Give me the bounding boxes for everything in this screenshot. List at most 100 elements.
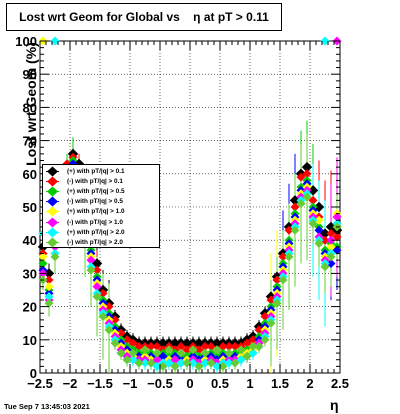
data-point (176, 341, 186, 351)
legend-marker (46, 237, 59, 248)
data-point (314, 215, 324, 225)
legend-marker (46, 176, 59, 187)
data-point (122, 355, 132, 365)
data-point (158, 351, 168, 361)
data-point (200, 341, 210, 351)
data-point (170, 361, 180, 371)
data-point (92, 265, 102, 275)
data-point (158, 361, 168, 371)
legend-entry: (-) with pT/|q| > 1.0 (45, 217, 157, 228)
data-point (50, 252, 60, 262)
data-point (116, 328, 126, 338)
legend-label: (-) with pT/|q| > 1.0 (67, 218, 123, 226)
data-point (182, 358, 192, 368)
data-point (296, 199, 306, 209)
legend-label: (+) with pT/|q| > 0.5 (67, 187, 125, 195)
legend-label: (+) with pT/|q| > 0.1 (67, 167, 125, 175)
legend-label: (-) with pT/|q| > 0.1 (67, 177, 123, 185)
x-tick-label: 0.5 (211, 376, 229, 391)
data-point (104, 325, 114, 335)
data-point (326, 258, 336, 268)
data-point (188, 345, 198, 355)
data-point (242, 338, 252, 348)
x-axis-label: η (330, 397, 339, 413)
data-point (164, 358, 174, 368)
legend-marker (46, 227, 59, 238)
data-point (194, 345, 204, 355)
data-point (176, 348, 186, 358)
data-point-top (320, 36, 330, 46)
data-point (278, 252, 288, 262)
data-point-top (50, 36, 60, 46)
data-point (260, 312, 270, 322)
data-point (230, 358, 240, 368)
y-tick-label: 0 (30, 366, 37, 381)
data-point (44, 275, 54, 285)
legend-label: (+) with pT/|q| > 2.0 (67, 228, 125, 236)
x-tick-label: 1 (246, 376, 253, 391)
data-point (278, 275, 288, 285)
x-tick-label: 0 (186, 376, 193, 391)
data-point (152, 341, 162, 351)
y-tick-label: 20 (23, 300, 37, 315)
data-point (110, 315, 120, 325)
data-point (128, 355, 138, 365)
data-point (104, 302, 114, 312)
x-tick-label: 2.5 (331, 376, 349, 391)
data-point (134, 341, 144, 351)
legend-marker (46, 166, 59, 177)
data-point (170, 355, 180, 365)
y-tick-label: 100 (15, 34, 37, 49)
data-point (308, 219, 318, 229)
data-point (254, 325, 264, 335)
y-tick-label: 80 (23, 100, 37, 115)
data-point (206, 358, 216, 368)
legend-entry: (+) with pT/|q| > 2.0 (45, 227, 157, 238)
data-point (188, 358, 198, 368)
data-point (110, 338, 120, 348)
data-point (332, 232, 342, 242)
data-point (296, 172, 306, 182)
data-point (176, 358, 186, 368)
legend-marker (46, 206, 59, 217)
data-point (44, 292, 54, 302)
x-tick-label: −1.5 (87, 376, 113, 391)
legend-marker (46, 196, 59, 207)
data-point (140, 358, 150, 368)
data-point (38, 258, 48, 268)
legend-entry: (+) with pT/|q| > 1.0 (45, 206, 157, 217)
data-point (326, 252, 336, 262)
data-point (128, 348, 138, 358)
legend-entry: (+) with pT/|q| > 0.5 (45, 186, 157, 197)
data-point (152, 361, 162, 371)
data-point (284, 225, 294, 235)
y-tick-label: 70 (23, 134, 37, 149)
data-point (116, 348, 126, 358)
data-point (140, 345, 150, 355)
data-point (38, 252, 48, 262)
data-point (248, 341, 258, 351)
data-point (314, 225, 324, 235)
data-point (260, 335, 270, 345)
data-point (98, 288, 108, 298)
y-tick-label: 90 (23, 67, 37, 82)
x-tick-label: −0.5 (147, 376, 173, 391)
data-point (236, 355, 246, 365)
data-point (224, 348, 234, 358)
data-point (332, 245, 342, 255)
x-tick-label: 1.5 (271, 376, 289, 391)
legend-marker (46, 186, 59, 197)
data-point (212, 345, 222, 355)
data-point (164, 345, 174, 355)
data-point (212, 361, 222, 371)
data-point (284, 252, 294, 262)
data-point (326, 229, 336, 239)
data-point (308, 195, 318, 205)
legend: (+) with pT/|q| > 0.1 (-) with pT/|q| > 0… (42, 164, 160, 248)
data-point (314, 239, 324, 249)
y-tick-label: 40 (23, 233, 37, 248)
data-point (92, 282, 102, 292)
data-point (134, 358, 144, 368)
data-point (290, 202, 300, 212)
data-point (302, 169, 312, 179)
